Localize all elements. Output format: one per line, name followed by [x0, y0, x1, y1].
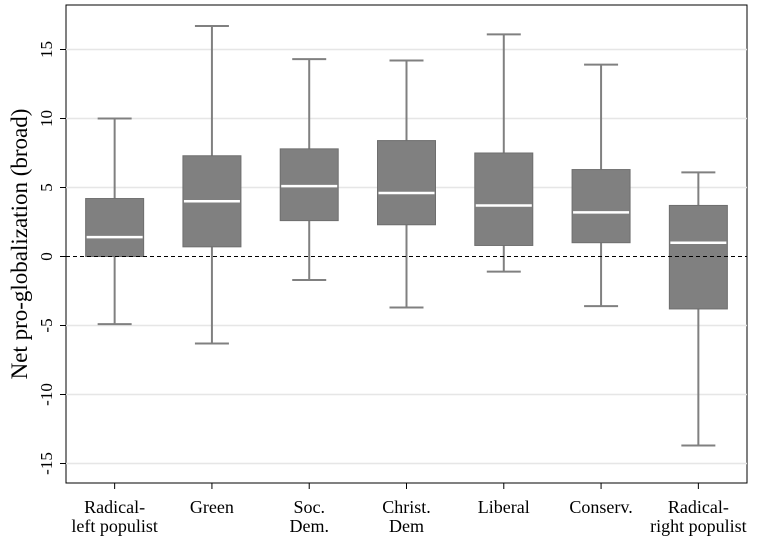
box-group	[668, 171, 728, 447]
iqr-box	[571, 169, 631, 244]
iqr-box	[279, 148, 339, 222]
x-category-label-line: left populist	[71, 516, 158, 536]
box-group	[85, 117, 145, 326]
x-category-label-line: Dem	[389, 516, 424, 536]
box-group	[377, 59, 436, 309]
y-tick-label: 10	[37, 110, 56, 127]
y-tick-label: -15	[37, 452, 56, 475]
x-category-label: Radical-right populist	[650, 497, 747, 536]
grid-lines	[66, 48, 747, 465]
x-axis: Radical-left populist Green Soc. Dem. Christ…	[71, 483, 747, 536]
x-category-label-line: Radical-	[668, 497, 729, 517]
box-group	[571, 63, 631, 308]
y-tick-label: -10	[37, 383, 56, 406]
x-category-label: Christ. Dem	[382, 497, 431, 536]
x-category-label-line: Green	[190, 497, 234, 517]
iqr-box	[377, 140, 436, 226]
iqr-box	[85, 198, 145, 257]
x-category-label: Radical-left populist	[71, 497, 158, 536]
x-category-label-line: Soc.	[293, 497, 325, 517]
x-category-label-line: Conserv.	[569, 497, 632, 517]
y-tick-label: 15	[37, 41, 56, 58]
iqr-box	[474, 152, 534, 246]
x-category-label-line: right populist	[650, 516, 747, 536]
y-tick-label: -5	[37, 318, 56, 332]
x-category-label: Green	[190, 497, 234, 517]
box-group	[182, 25, 242, 345]
x-category-label: Conserv.	[569, 497, 632, 517]
y-tick-label: 5	[37, 183, 56, 192]
x-category-label-line: Dem.	[289, 516, 329, 536]
x-category-label-line: Liberal	[478, 497, 530, 517]
x-category-label: Liberal	[478, 497, 530, 517]
y-axis: 15 10 5 0 -5 -10 -15	[37, 41, 66, 475]
x-category-label-line: Christ.	[382, 497, 431, 517]
boxes	[85, 25, 728, 447]
x-category-label-line: Radical-	[84, 497, 145, 517]
y-tick-label: 0	[37, 252, 56, 261]
box-group	[279, 58, 339, 281]
box-group	[474, 33, 534, 273]
iqr-box	[668, 204, 728, 310]
y-axis-title: Net pro-globalization (broad)	[7, 109, 32, 380]
x-category-label: Soc. Dem.	[289, 497, 329, 536]
